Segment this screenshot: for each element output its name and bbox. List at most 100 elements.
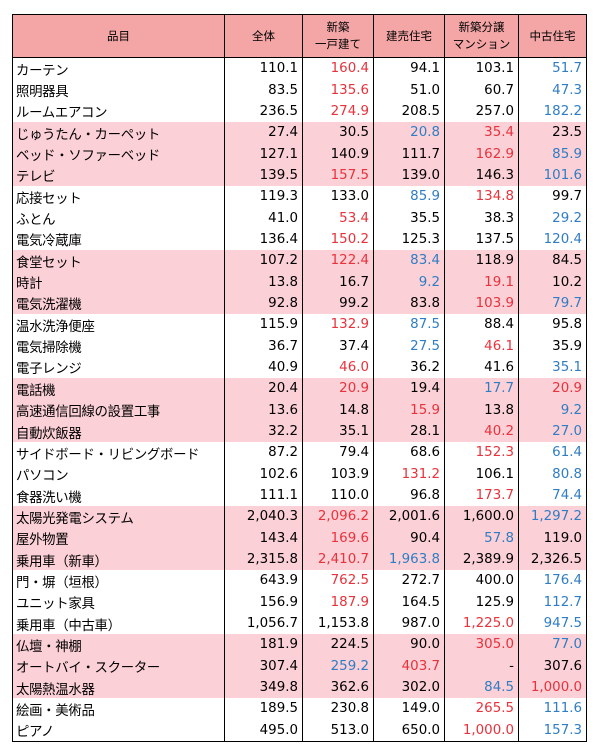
value-cell: 46.1 <box>444 335 519 357</box>
table-row: 電子レンジ 40.9 46.0 36.2 41.6 35.1 <box>12 356 587 379</box>
value-cell: 27.5 <box>373 335 445 357</box>
item-name-cell: ルームエアコン <box>12 100 225 123</box>
table-row: 電気冷蔵庫 136.4 150.2 125.3 137.5 120.4 <box>12 228 587 251</box>
value-cell: 1,056.7 <box>224 612 303 635</box>
value-cell: 61.4 <box>518 442 587 464</box>
value-cell: 362.6 <box>302 676 374 699</box>
table-row: パソコン 102.6 103.9 131.2 106.1 80.8 <box>12 463 587 485</box>
value-cell: - <box>444 655 519 677</box>
value-cell: 403.7 <box>373 655 445 677</box>
value-cell: 119.0 <box>518 527 587 549</box>
table-row: じゅうたん・カーペット 27.4 30.5 20.8 35.4 23.5 <box>12 122 587 144</box>
item-name-cell: じゅうたん・カーペット <box>12 122 225 144</box>
table-row: 応接セット 119.3 133.0 85.9 134.8 99.7 <box>12 186 587 208</box>
table-row: ピアノ 495.0 513.0 650.0 1,000.0 157.3 <box>12 719 587 742</box>
value-cell: 106.1 <box>444 463 519 485</box>
value-cell: 87.2 <box>224 442 303 464</box>
value-cell: 83.4 <box>373 250 445 272</box>
table-body: カーテン 110.1 160.4 94.1 103.1 51.7 照明器具 83.5 135.6… <box>12 57 587 742</box>
value-cell: 302.0 <box>373 676 445 699</box>
value-cell: 110.1 <box>224 57 303 80</box>
value-cell: 20.9 <box>302 378 374 400</box>
table-row: 乗用車（新車） 2,315.8 2,410.7 1,963.8 2,389.9 2,326… <box>12 548 587 571</box>
value-cell: 2,315.8 <box>224 548 303 571</box>
value-cell: 13.8 <box>444 399 519 421</box>
value-cell: 88.4 <box>444 314 519 336</box>
value-cell: 176.4 <box>518 570 587 592</box>
item-name-cell: カーテン <box>12 57 225 80</box>
value-cell: 35.9 <box>518 335 587 357</box>
value-cell: 99.2 <box>302 292 374 315</box>
value-cell: 9.2 <box>373 271 445 293</box>
item-name-cell: 食器洗い機 <box>12 484 225 507</box>
table-row: ふとん 41.0 53.4 35.5 38.3 29.2 <box>12 207 587 229</box>
value-cell: 40.2 <box>444 420 519 443</box>
value-cell: 160.4 <box>302 57 374 80</box>
item-name-cell: 電気冷蔵庫 <box>12 228 225 251</box>
item-name-cell: ピアノ <box>12 719 225 742</box>
item-name-cell: ユニット家具 <box>12 591 225 613</box>
value-cell: 102.6 <box>224 463 303 485</box>
value-cell: 135.6 <box>302 79 374 101</box>
value-cell: 111.1 <box>224 484 303 507</box>
value-cell: 37.4 <box>302 335 374 357</box>
item-name-cell: 絵画・美術品 <box>12 698 225 720</box>
value-cell: 513.0 <box>302 719 374 742</box>
value-cell: 150.2 <box>302 228 374 251</box>
item-name-cell: サイドボード・リビングボード <box>12 442 225 464</box>
item-name-cell: 乗用車（中古車） <box>12 612 225 635</box>
table-row: 太陽熱温水器 349.8 362.6 302.0 84.5 1,000.0 <box>12 676 587 699</box>
item-name-cell: テレビ <box>12 164 225 187</box>
item-name-cell: パソコン <box>12 463 225 485</box>
table-row: 門・塀（垣根） 643.9 762.5 272.7 400.0 176.4 <box>12 570 587 592</box>
value-cell: 305.0 <box>444 634 519 656</box>
value-cell: 133.0 <box>302 186 374 208</box>
value-cell: 85.9 <box>518 143 587 165</box>
item-name-cell: 自動炊飯器 <box>12 420 225 443</box>
table-row: オートバイ・スクーター 307.4 259.2 403.7-307.6 <box>12 655 587 677</box>
value-cell: 13.8 <box>224 271 303 293</box>
item-name-cell: ベッド・ソファーベッド <box>12 143 225 165</box>
value-cell: 110.0 <box>302 484 374 507</box>
value-cell: 2,040.3 <box>224 506 303 528</box>
value-cell: 156.9 <box>224 591 303 613</box>
value-cell: 14.8 <box>302 399 374 421</box>
value-cell: 987.0 <box>373 612 445 635</box>
value-cell: 143.4 <box>224 527 303 549</box>
value-cell: 643.9 <box>224 570 303 592</box>
value-cell: 20.9 <box>518 378 587 400</box>
item-name-cell: ふとん <box>12 207 225 229</box>
value-cell: 1,297.2 <box>518 506 587 528</box>
value-cell: 36.2 <box>373 356 445 379</box>
table-row: 乗用車（中古車） 1,056.7 1,153.8 987.0 1,225.0 947.5 <box>12 612 587 635</box>
value-cell: 146.3 <box>444 164 519 187</box>
value-cell: 35.4 <box>444 122 519 144</box>
value-cell: 1,600.0 <box>444 506 519 528</box>
table-row: 仏壇・神棚 181.9 224.5 90.0 305.0 77.0 <box>12 634 587 656</box>
value-cell: 1,963.8 <box>373 548 445 571</box>
value-cell: 57.8 <box>444 527 519 549</box>
value-cell: 60.7 <box>444 79 519 101</box>
value-cell: 32.2 <box>224 420 303 443</box>
value-cell: 28.1 <box>373 420 445 443</box>
value-cell: 92.8 <box>224 292 303 315</box>
value-cell: 112.7 <box>518 591 587 613</box>
value-cell: 157.3 <box>518 719 587 742</box>
value-cell: 35.1 <box>518 356 587 379</box>
value-cell: 79.4 <box>302 442 374 464</box>
item-name-cell: 温水洗浄便座 <box>12 314 225 336</box>
value-cell: 74.4 <box>518 484 587 507</box>
value-cell: 274.9 <box>302 100 374 123</box>
value-cell: 95.8 <box>518 314 587 336</box>
table-row: ベッド・ソファーベッド 127.1 140.9 111.7 162.9 85.9 <box>12 143 587 165</box>
value-cell: 2,389.9 <box>444 548 519 571</box>
item-name-cell: 門・塀（垣根） <box>12 570 225 592</box>
header-cell-item: 品目 <box>12 14 225 58</box>
value-cell: 134.8 <box>444 186 519 208</box>
header-cell-total: 全体 <box>224 14 303 58</box>
value-cell: 84.5 <box>444 676 519 699</box>
value-cell: 80.8 <box>518 463 587 485</box>
value-cell: 40.9 <box>224 356 303 379</box>
table-row: 電話機 20.4 20.9 19.4 17.7 20.9 <box>12 378 587 400</box>
value-cell: 17.7 <box>444 378 519 400</box>
